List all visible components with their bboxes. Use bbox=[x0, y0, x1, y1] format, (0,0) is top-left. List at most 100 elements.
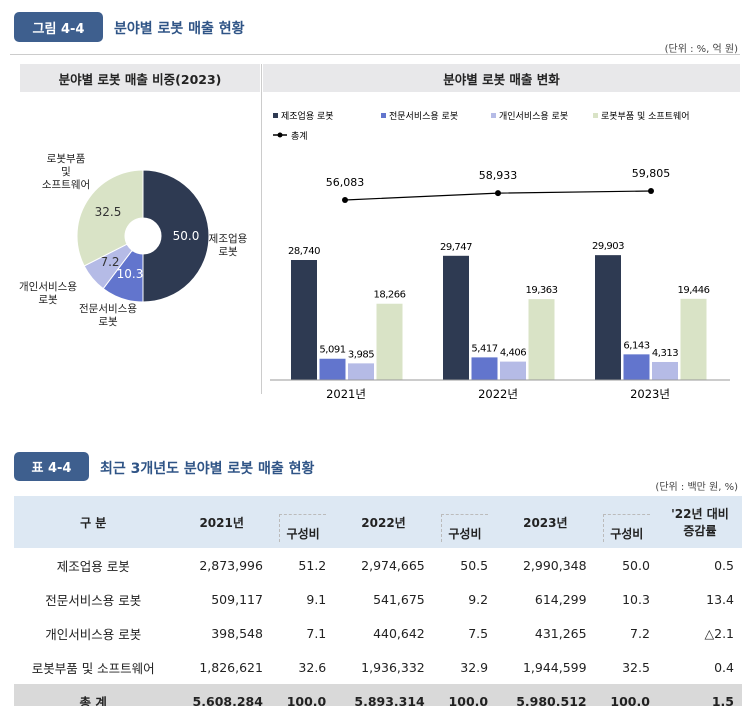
bar-data-label: 19,363 bbox=[526, 285, 558, 296]
table-cell: 2,974,665 bbox=[361, 557, 425, 573]
bar bbox=[443, 255, 469, 380]
table-cell: 440,642 bbox=[373, 625, 425, 641]
table-title: 최근 3개년도 분야별 로봇 매출 현황 bbox=[100, 461, 315, 477]
column-header-text: '22년 대비 증감률 bbox=[671, 507, 729, 538]
column-header: 구성비 bbox=[432, 496, 497, 548]
pie-slice bbox=[76, 169, 144, 267]
bar bbox=[652, 361, 678, 380]
figure-tag: 그림 4-4 bbox=[14, 12, 103, 42]
pie-value-label: 10.3 bbox=[117, 267, 144, 281]
bar bbox=[291, 260, 317, 380]
table-cell: 1.5 bbox=[657, 684, 742, 706]
bar bbox=[319, 358, 346, 380]
legend-swatch bbox=[491, 113, 496, 118]
table-cell: 총 계 bbox=[14, 684, 173, 706]
bar-data-label: 3,985 bbox=[348, 349, 374, 360]
bar bbox=[680, 298, 707, 380]
table-cell: 5,980,512 bbox=[496, 684, 595, 706]
table-cell: 5,893,314 bbox=[334, 684, 433, 706]
column-header: 2022년 bbox=[334, 496, 433, 548]
table-cell: 100.0 bbox=[432, 684, 497, 706]
total-data-label: 56,083 bbox=[326, 176, 365, 189]
bar bbox=[595, 255, 621, 380]
table-row: 개인서비스용 로봇 398,548 7.1 440,642 7.5 431,265 7.2 △… bbox=[14, 616, 742, 650]
table-cell: 전문서비스용 로봇 bbox=[45, 592, 142, 608]
table-cell: 7.2 bbox=[630, 625, 650, 641]
bar bbox=[471, 357, 498, 380]
panel-divider bbox=[261, 64, 262, 394]
bar-data-label: 18,266 bbox=[374, 290, 406, 301]
table-cell: 32.5 bbox=[622, 659, 650, 675]
table-cell: 1,944,599 bbox=[522, 659, 587, 675]
total-point bbox=[648, 188, 654, 194]
divider bbox=[10, 54, 740, 55]
bar bbox=[348, 363, 374, 380]
table-cell: 50.5 bbox=[460, 557, 489, 573]
bar-data-label: 5,417 bbox=[471, 343, 497, 354]
pie-value-label: 7.2 bbox=[100, 255, 119, 269]
column-header-text: 구 분 bbox=[80, 515, 107, 530]
table-unit: (단위 : 백만 원, %) bbox=[655, 482, 738, 493]
legend-label: 제조업용 로봇 bbox=[281, 111, 334, 122]
pie-title: 분야별 로봇 매출 비중(2023) bbox=[20, 64, 260, 92]
column-header-text: 구성비 bbox=[440, 514, 489, 542]
table-cell: 614,299 bbox=[534, 591, 587, 607]
table-cell: 1,936,332 bbox=[361, 659, 425, 675]
legend-label: 전문서비스용 로봇 bbox=[389, 111, 458, 122]
bar bbox=[528, 299, 555, 380]
x-tick-label: 2021년 bbox=[326, 387, 366, 401]
legend-label: 총계 bbox=[291, 130, 308, 142]
table-cell: 9.1 bbox=[306, 591, 327, 607]
table-cell: 2,990,348 bbox=[522, 557, 587, 573]
legend-label: 로봇부품 및 소프트웨어 bbox=[601, 110, 690, 122]
column-header: 2021년 bbox=[172, 496, 271, 548]
bar-data-label: 5,091 bbox=[319, 345, 345, 356]
sales-table: 구 분 2021년 구성비 2022년 구성비 2023년 구성비 '22년 대비 증감률 제조… bbox=[14, 496, 742, 706]
table-cell: 431,265 bbox=[534, 625, 587, 641]
legend-marker bbox=[277, 132, 283, 138]
pie-chart: 50.0 제조업용 로봇 10.3 전문서비스용 로봇 7.2 개인서비스용 로봇 32.5 로봇부… bbox=[19, 153, 248, 328]
table-cell: 0.4 bbox=[714, 659, 734, 675]
column-header-text: 2023년 bbox=[523, 515, 568, 530]
total-data-label: 59,805 bbox=[632, 167, 671, 180]
table-cell: 5,608,284 bbox=[172, 684, 271, 706]
column-header: 구성비 bbox=[594, 496, 658, 548]
table-cell: 로봇부품 및 소프트웨어 bbox=[31, 660, 155, 676]
legend-swatch bbox=[381, 113, 386, 118]
table-header-row: 구 분 2021년 구성비 2022년 구성비 2023년 구성비 '22년 대비 증감률 bbox=[14, 496, 742, 548]
total-data-label: 58,933 bbox=[479, 169, 518, 182]
pie-category-label: 제조업용 로봇 bbox=[209, 232, 248, 258]
bar-data-label: 29,903 bbox=[592, 241, 624, 252]
bar-data-label: 19,446 bbox=[678, 285, 710, 296]
bar-data-label: 4,313 bbox=[652, 348, 678, 359]
column-header: 2023년 bbox=[496, 496, 595, 548]
table-cell: 개인서비스용 로봇 bbox=[45, 626, 142, 642]
table-cell: 32.9 bbox=[460, 659, 489, 675]
table-cell: 100.0 bbox=[594, 684, 658, 706]
pie-category-label: 전문서비스용 로봇 bbox=[79, 303, 137, 328]
bar-data-label: 28,740 bbox=[288, 246, 320, 257]
table-cell: 7.5 bbox=[468, 625, 489, 641]
pie-category-label: 개인서비스용 로봇 bbox=[19, 281, 77, 306]
legend-label: 개인서비스용 로봇 bbox=[499, 111, 568, 122]
column-header: 구 분 bbox=[14, 496, 173, 548]
table-cell: 32.6 bbox=[298, 659, 327, 675]
table-cell: 509,117 bbox=[211, 591, 263, 607]
table-cell: 13.4 bbox=[706, 591, 734, 607]
bar-data-label: 29,747 bbox=[440, 242, 472, 253]
column-header: 구성비 bbox=[270, 496, 335, 548]
bar-data-label: 6,143 bbox=[623, 340, 649, 351]
bar bbox=[376, 303, 403, 380]
table-cell: 제조업용 로봇 bbox=[56, 558, 130, 574]
bar bbox=[500, 361, 526, 380]
x-tick-label: 2023년 bbox=[630, 387, 670, 401]
table-cell: 100.0 bbox=[270, 684, 335, 706]
table-cell: 51.2 bbox=[298, 557, 327, 573]
bar bbox=[623, 354, 650, 380]
figure-title: 분야별 로봇 매출 현황 bbox=[114, 21, 245, 37]
total-point bbox=[342, 197, 348, 203]
table-row: 제조업용 로봇 2,873,996 51.2 2,974,665 50.5 2,990,3… bbox=[14, 548, 742, 582]
table-cell: 7.1 bbox=[306, 625, 327, 641]
table-row: 전문서비스용 로봇 509,117 9.1 541,675 9.2 614,299 10.3… bbox=[14, 582, 742, 616]
legend-swatch bbox=[593, 113, 598, 118]
